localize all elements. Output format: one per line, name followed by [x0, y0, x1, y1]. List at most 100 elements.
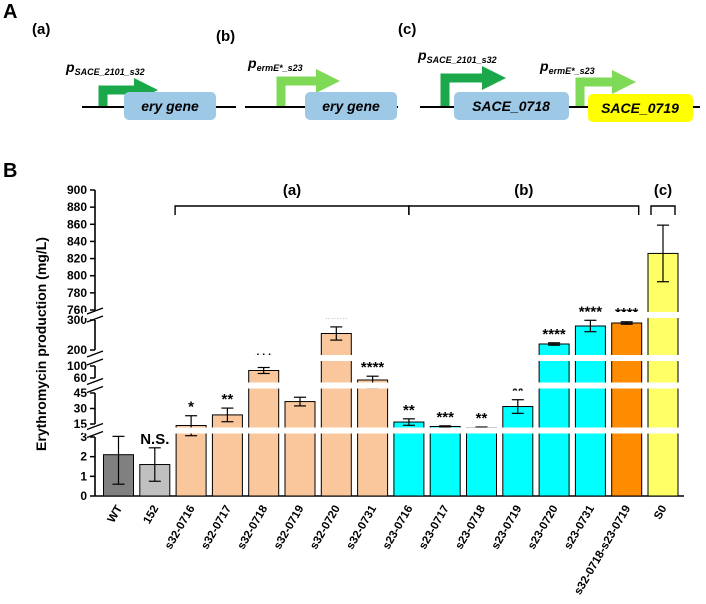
bar-s32-0716: [175, 425, 207, 497]
axis-break-gap: [83, 355, 686, 361]
bar-s32-0717: [211, 414, 243, 497]
significance-label: ****: [542, 326, 566, 343]
x-tick-label: s32-0716: [163, 504, 198, 552]
group-bracket: [174, 205, 410, 215]
construct-c-gene-label-1: SACE_0718: [472, 98, 550, 114]
bar-s23-0717: [429, 425, 461, 497]
construct-a-tag: (a): [32, 21, 50, 38]
construct-b-gene-label: ery gene: [322, 98, 380, 114]
construct-c-tag: (c): [398, 21, 416, 38]
y-tick-label: 200: [67, 343, 87, 357]
construct-b: (b) permE*_s23 ery gene: [216, 28, 398, 120]
construct-c-promoter-2-arrow-shaft: [575, 77, 614, 106]
x-tick-label: WT: [106, 504, 125, 525]
significance-label: N.S.: [140, 431, 169, 448]
bar-s23-0719: [502, 406, 534, 497]
construct-c-promoter-2: permE*_s23: [539, 58, 595, 76]
axis-break-mark: [86, 358, 104, 366]
y-tick-label: 820: [67, 252, 87, 266]
axis-break-mark: [86, 350, 104, 358]
y-tick-label: 760: [67, 303, 87, 317]
bar-s23-0720: [538, 343, 570, 497]
group-label: (a): [283, 182, 301, 199]
bar-s32-0719: [284, 401, 316, 497]
construct-c-promoter-1-arrow-head: [482, 66, 506, 90]
x-tick-label: s32-0718: [236, 503, 271, 552]
y-tick-label: 900: [67, 183, 87, 197]
significance-label: **: [476, 410, 488, 427]
y-tick-label: 300: [67, 313, 87, 327]
group-label: (c): [654, 182, 672, 199]
y-tick-label: 1: [80, 469, 87, 483]
construct-a-promoter: pSACE_2101_s32: [65, 59, 145, 77]
y-tick-label: 880: [67, 200, 87, 214]
construct-b-tag: (b): [216, 28, 235, 45]
construct-c: (c) pSACE_2101_s32 permE*_s23 SACE_0718 …: [398, 21, 700, 122]
construct-c-promoter-2-arrow-head: [612, 70, 636, 94]
bar-s32-0731: [357, 379, 389, 497]
group-bracket: [408, 205, 640, 215]
construct-a-gene-label: ery gene: [141, 98, 199, 114]
axis-break-gap: [83, 382, 686, 389]
bar-S0: [647, 252, 679, 497]
y-tick-label: 840: [67, 234, 87, 248]
bar-s23-0731: [574, 325, 606, 497]
construct-a-promoter-arrow-shaft: [98, 85, 136, 106]
bar-s23-0718: [466, 427, 497, 497]
significance-label: ****: [361, 359, 385, 376]
significance-label: **: [512, 383, 524, 400]
y-tick-label: 30: [74, 402, 88, 416]
y-tick-label: 60: [74, 371, 88, 385]
x-tick-label: s32-0731: [345, 503, 380, 552]
axis-break-mark: [86, 430, 104, 439]
y-tick-label: 100: [67, 359, 87, 373]
construct-c-promoter-1-arrow-shaft: [440, 73, 484, 106]
panel-b-label: B: [3, 160, 17, 182]
x-tick-label: s32-0720: [308, 504, 343, 552]
x-tick-label: s23-0719: [490, 504, 525, 552]
y-tick-label: 3: [80, 430, 87, 444]
y-axis-label: Erythromycin production (mg/L): [33, 237, 49, 451]
significance-label: ***: [436, 409, 454, 426]
construct-c-promoter-1: pSACE_2101_s32: [417, 47, 497, 65]
bar-chart: 0123153045601002003007607808008208408608…: [67, 182, 686, 597]
construct-a-gene-box: [124, 92, 216, 120]
significance-label: **: [222, 391, 234, 408]
x-tick-label: s23-0720: [526, 504, 561, 552]
construct-c-gene-box-1: [454, 92, 569, 120]
x-tick-label: s23-0718: [453, 503, 488, 552]
construct-a: (a) pSACE_2101_s32 ery gene: [32, 21, 236, 120]
x-tick-label: s32-0717: [199, 504, 234, 552]
construct-b-promoter: permE*_s23: [247, 55, 303, 73]
y-tick-label: 45: [74, 386, 88, 400]
x-tick-label: 152: [141, 504, 161, 527]
construct-b-promoter-arrow-head: [316, 69, 340, 93]
axis-break-mark: [86, 315, 104, 323]
axis-break-mark: [86, 307, 104, 315]
bar-s32-0718-s23-0719: [611, 322, 643, 497]
x-tick-label: s23-0731: [562, 503, 597, 552]
y-tick-label: 0: [80, 489, 87, 503]
construct-b-gene-box: [305, 92, 397, 120]
x-tick-label: s32-0719: [272, 504, 307, 552]
construct-c-gene-box-2: [588, 94, 693, 122]
x-tick-label: s23-0716: [381, 504, 416, 552]
x-tick-label: S0: [652, 504, 669, 522]
y-tick-label: 860: [67, 217, 87, 231]
y-tick-label: 2: [80, 450, 87, 464]
group-label: (b): [514, 182, 533, 199]
significance-label: *: [188, 399, 194, 416]
construct-c-gene-label-2: SACE_0719: [601, 100, 679, 116]
significance-label: **: [403, 402, 415, 419]
axis-break-mark: [86, 422, 104, 431]
axis-break-mark: [86, 377, 104, 386]
panel-a-label: A: [3, 1, 17, 23]
construct-b-promoter-arrow-shaft: [276, 76, 318, 106]
axis-break-mark: [86, 385, 104, 394]
axis-break-gap: [83, 312, 686, 318]
y-tick-label: 780: [67, 286, 87, 300]
group-bracket: [650, 205, 676, 215]
x-tick-label: s23-0717: [417, 504, 452, 552]
axis-break-gap: [83, 427, 686, 434]
